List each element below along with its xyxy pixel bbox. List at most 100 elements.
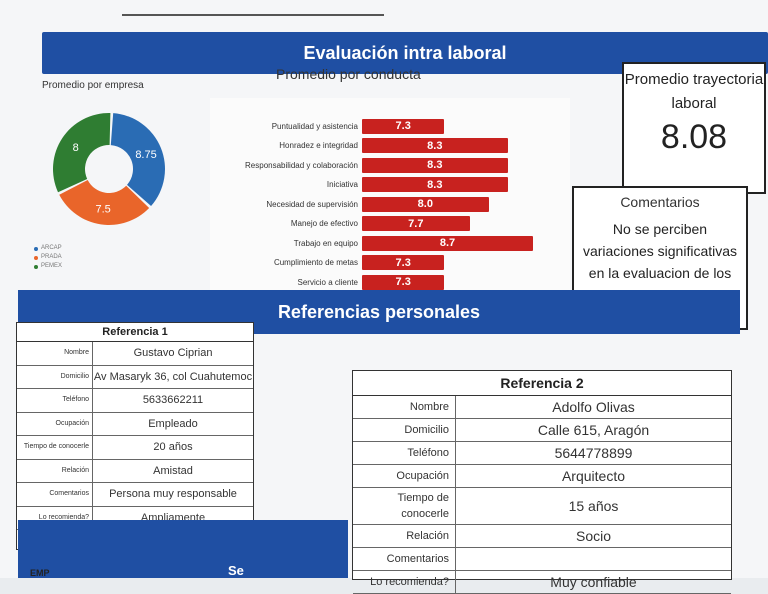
bar-category-label: Necesidad de supervisión xyxy=(266,199,358,209)
reference-key: Nombre xyxy=(17,342,93,365)
reference-value: 5644778899 xyxy=(554,445,633,461)
reference-key: Comentarios xyxy=(353,548,456,570)
bar-row: Trabajo en equipo 8.7 xyxy=(210,235,533,251)
reference-key: Relación xyxy=(17,459,93,482)
donut-slice xyxy=(59,180,150,225)
reference-row: Ocupación Empleado xyxy=(17,412,253,436)
reference-title: Referencia 1 xyxy=(17,323,253,342)
reference-key: Lo recomienda? xyxy=(353,571,456,593)
bar-row: Puntualidad y asistencia 7.3 xyxy=(210,118,445,134)
conduct-bar-chart: Puntualidad y asistencia 7.3 Honradez e in… xyxy=(210,98,570,304)
trayectoria-value: 8.08 xyxy=(660,118,728,156)
donut-slice-label: 8.75 xyxy=(135,149,156,161)
reference-row: Teléfono 5644778899 xyxy=(353,442,731,465)
bar-value-label: 7.3 xyxy=(395,120,411,132)
donut-slice xyxy=(110,113,166,206)
reference-key: Domicilio xyxy=(353,419,456,441)
bar: 8.3 xyxy=(362,138,508,153)
reference-key: Comentarios xyxy=(17,483,93,506)
reference-row: Nombre Gustavo Ciprian xyxy=(17,342,253,366)
reference-key: Teléfono xyxy=(17,389,93,412)
donut-legend: ARCAP PRADA PEMEX xyxy=(34,244,62,271)
reference-title: Referencia 2 xyxy=(353,371,731,396)
bar-row: Necesidad de supervisión 8.0 xyxy=(210,196,489,212)
reference-value: Adolfo Olivas xyxy=(552,399,635,415)
donut-slice xyxy=(53,113,111,193)
legend-dot xyxy=(34,255,38,260)
bar-category-label: Cumplimiento de metas xyxy=(273,258,358,267)
trayectoria-title: Promedio trayectoria laboral xyxy=(624,71,764,112)
reference-row: Comentarios Persona muy responsable xyxy=(17,483,253,507)
reference-key: Lo recomienda? xyxy=(17,506,93,529)
reference-value: Socio xyxy=(575,528,612,544)
reference-row: Teléfono 5633662211 xyxy=(17,389,253,413)
bar: 7.3 xyxy=(362,274,445,290)
bar-category-label: Honradez e integridad xyxy=(279,141,358,150)
legend-dot xyxy=(34,264,38,269)
bar: 8.7 xyxy=(362,235,533,251)
legend-item: PRADA xyxy=(34,253,62,262)
donut-slice-label: 7.5 xyxy=(95,204,110,216)
bar-value-label: 8.0 xyxy=(417,198,433,210)
bar-category-label: Puntualidad y asistencia xyxy=(271,121,358,131)
reference-value xyxy=(456,548,731,570)
reference-key: Domicilio xyxy=(17,365,93,388)
reference-key: Ocupación xyxy=(353,465,456,487)
reference-2-table: Referencia 2 Nombre Adolfo Olivas Domicili… xyxy=(352,370,732,594)
reference-key: Teléfono xyxy=(353,442,456,464)
reference-key: Ocupación xyxy=(17,412,93,435)
company-chart-label: Promedio por empresa xyxy=(42,80,144,91)
reference-value: Calle 615, Aragón xyxy=(537,422,650,438)
bar-row: Manejo de efectivo 7.7 xyxy=(210,216,470,232)
comentarios-title: Comentarios xyxy=(620,194,700,210)
reference-row: Tiempo de conocerle 20 años xyxy=(17,436,253,460)
signature-line xyxy=(122,14,384,16)
reference-key: Relación xyxy=(353,525,456,547)
comentarios-text: No se perciben variaciones significativa… xyxy=(582,221,738,281)
reference-value: Empleado xyxy=(148,417,198,430)
reference-key: Nombre xyxy=(353,396,456,418)
section-header-bottom: Se xyxy=(18,520,348,578)
bar-value-label: 8.7 xyxy=(439,237,456,249)
donut-slice-label: 8 xyxy=(73,142,79,154)
reference-value: Amistad xyxy=(153,464,193,477)
reference-key: Tiempo de conocerle xyxy=(17,436,93,459)
bar-value-label: 7.7 xyxy=(408,217,424,230)
bar-category-label: Responsabilidad y colaboración xyxy=(245,160,358,170)
donut-svg: 8.75 7.5 8 xyxy=(53,113,166,225)
bar-category-label: Manejo de efectivo xyxy=(290,219,358,228)
bar-row: Honradez e integridad 8.3 xyxy=(210,138,508,154)
company-donut-chart: 8.75 7.5 8 xyxy=(50,100,168,238)
bar: 8.0 xyxy=(362,196,489,212)
reference-value: 15 años xyxy=(568,498,619,514)
bottom-label-partial: EMP xyxy=(30,568,50,578)
bar: 7.3 xyxy=(362,118,445,134)
bar-value-label: 8.3 xyxy=(427,178,443,191)
section-title: Evaluación intra laboral xyxy=(303,42,507,63)
bar-value-label: 8.3 xyxy=(427,159,443,171)
reference-value: 20 años xyxy=(153,441,193,453)
reference-value: Av Masaryk 36, col Cuahutemoc xyxy=(93,370,253,383)
reference-row: Tiempo de conocerle 15 años xyxy=(353,488,731,525)
conduct-chart-label: Promedio por conducta xyxy=(276,66,421,82)
section-title-partial: Se xyxy=(228,563,244,578)
reference-row: Comentarios xyxy=(353,548,731,571)
bar-category-label: Trabajo en equipo xyxy=(293,238,358,248)
reference-value: Muy confiable xyxy=(550,574,637,590)
bar-row: Iniciativa 8.3 xyxy=(210,177,508,193)
reference-row: Ocupación Arquitecto xyxy=(353,465,731,488)
bar-category-label: Servicio a cliente xyxy=(297,277,358,287)
section-header-evaluacion: Evaluación intra laboral xyxy=(42,32,768,74)
bar: 8.3 xyxy=(362,177,508,192)
bar-value-label: 7.3 xyxy=(395,276,411,288)
reference-row: Lo recomienda? Muy confiable xyxy=(353,571,731,594)
reference-row: Nombre Adolfo Olivas xyxy=(353,396,731,419)
legend-dot xyxy=(34,246,38,251)
reference-value: Arquitecto xyxy=(561,468,626,484)
section-title: Referencias personales xyxy=(277,301,481,322)
reference-row: Domicilio Calle 615, Aragón xyxy=(353,419,731,442)
bar-row: Servicio a cliente 7.3 xyxy=(210,274,445,290)
legend-item: ARCAP xyxy=(34,244,62,253)
bar-row: Responsabilidad y colaboración 8.3 xyxy=(210,157,508,173)
